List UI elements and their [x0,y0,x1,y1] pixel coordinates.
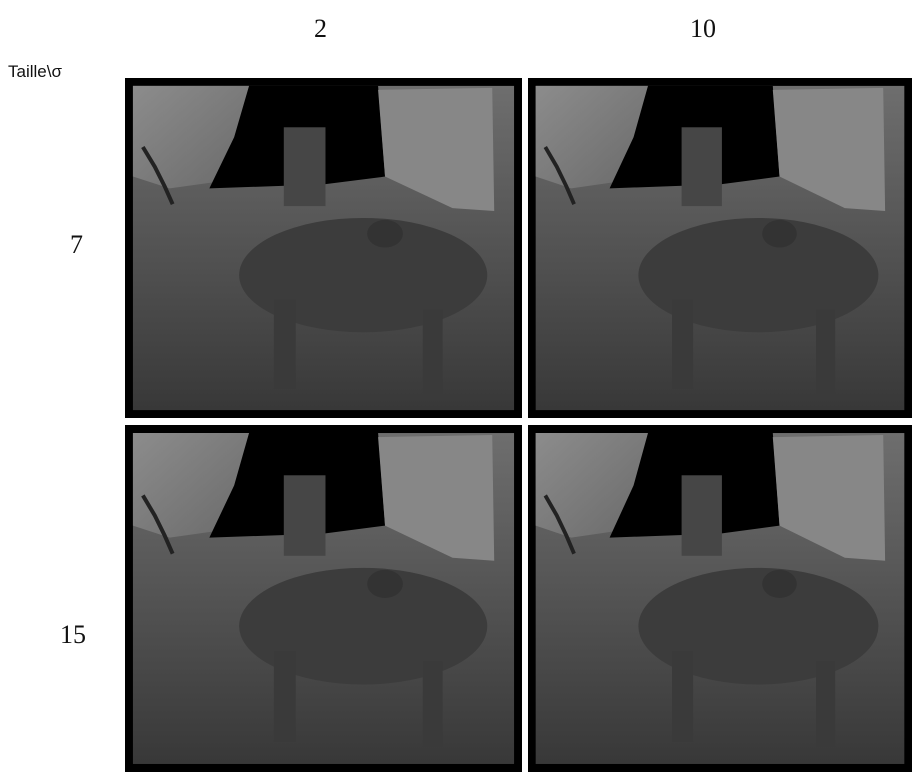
corner-label: Taille\σ [8,62,62,82]
page: Taille\σ 2 10 7 15 [0,0,912,772]
row-label: 15 [60,620,86,650]
column-label: 10 [690,14,716,44]
image-panel [528,425,912,772]
row-label: 7 [70,230,83,260]
image-panel [125,78,522,418]
image-panel [528,78,912,418]
image-panel [125,425,522,772]
column-label: 2 [314,14,327,44]
